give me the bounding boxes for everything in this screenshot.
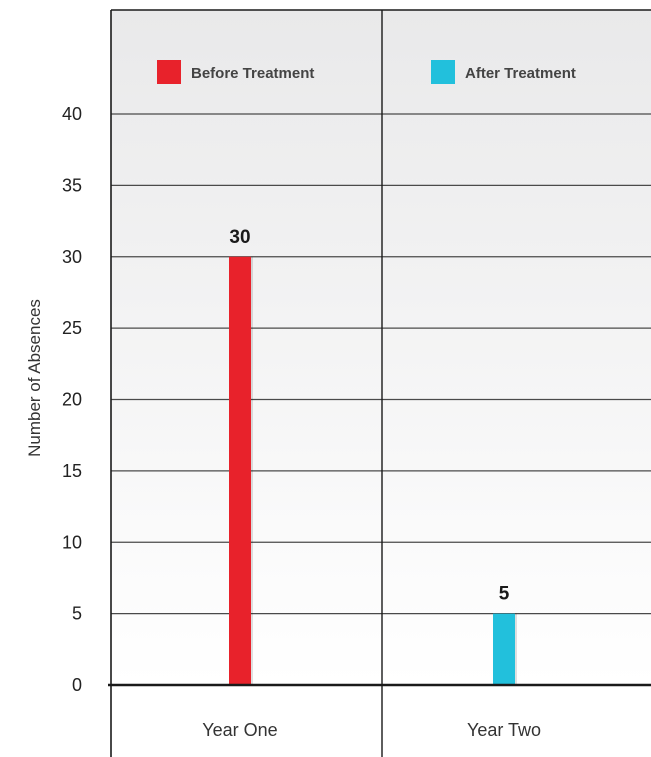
plot-background: [111, 10, 651, 685]
legend-swatch-1: [431, 60, 455, 84]
legend-label-0: Before Treatment: [191, 65, 314, 82]
y-tick-label-30: 30: [62, 247, 82, 267]
bar-year-two: [493, 613, 515, 685]
y-tick-label-10: 10: [62, 532, 82, 552]
legend-item-1: After Treatment: [431, 60, 576, 84]
y-tick-label-5: 5: [72, 604, 82, 624]
legend-swatch-0: [157, 60, 181, 84]
y-tick-label-20: 20: [62, 390, 82, 410]
bar-year-one: [229, 256, 251, 685]
y-tick-label-15: 15: [62, 461, 82, 481]
chart-frame: [108, 9, 651, 757]
category-labels: Year One Year Two: [202, 720, 541, 740]
legend-label-1: After Treatment: [465, 65, 576, 82]
y-tick-labels: 0 5 10 15 20 25 30 35 40: [62, 104, 82, 695]
y-tick-label-40: 40: [62, 104, 82, 124]
legend-item-0: Before Treatment: [157, 60, 314, 84]
y-tick-label-25: 25: [62, 318, 82, 338]
data-labels: 30 5: [229, 227, 509, 605]
x-category-label-0: Year One: [202, 720, 277, 740]
y-tick-label-35: 35: [62, 175, 82, 195]
gridlines: [111, 113, 651, 615]
bars: [229, 256, 517, 685]
legend: Before Treatment After Treatment: [157, 60, 576, 84]
data-label-1: 5: [499, 584, 510, 605]
y-axis-label: Number of Absences: [25, 299, 44, 457]
data-label-0: 30: [229, 227, 250, 248]
y-tick-label-0: 0: [72, 675, 82, 695]
x-category-label-1: Year Two: [467, 720, 541, 740]
